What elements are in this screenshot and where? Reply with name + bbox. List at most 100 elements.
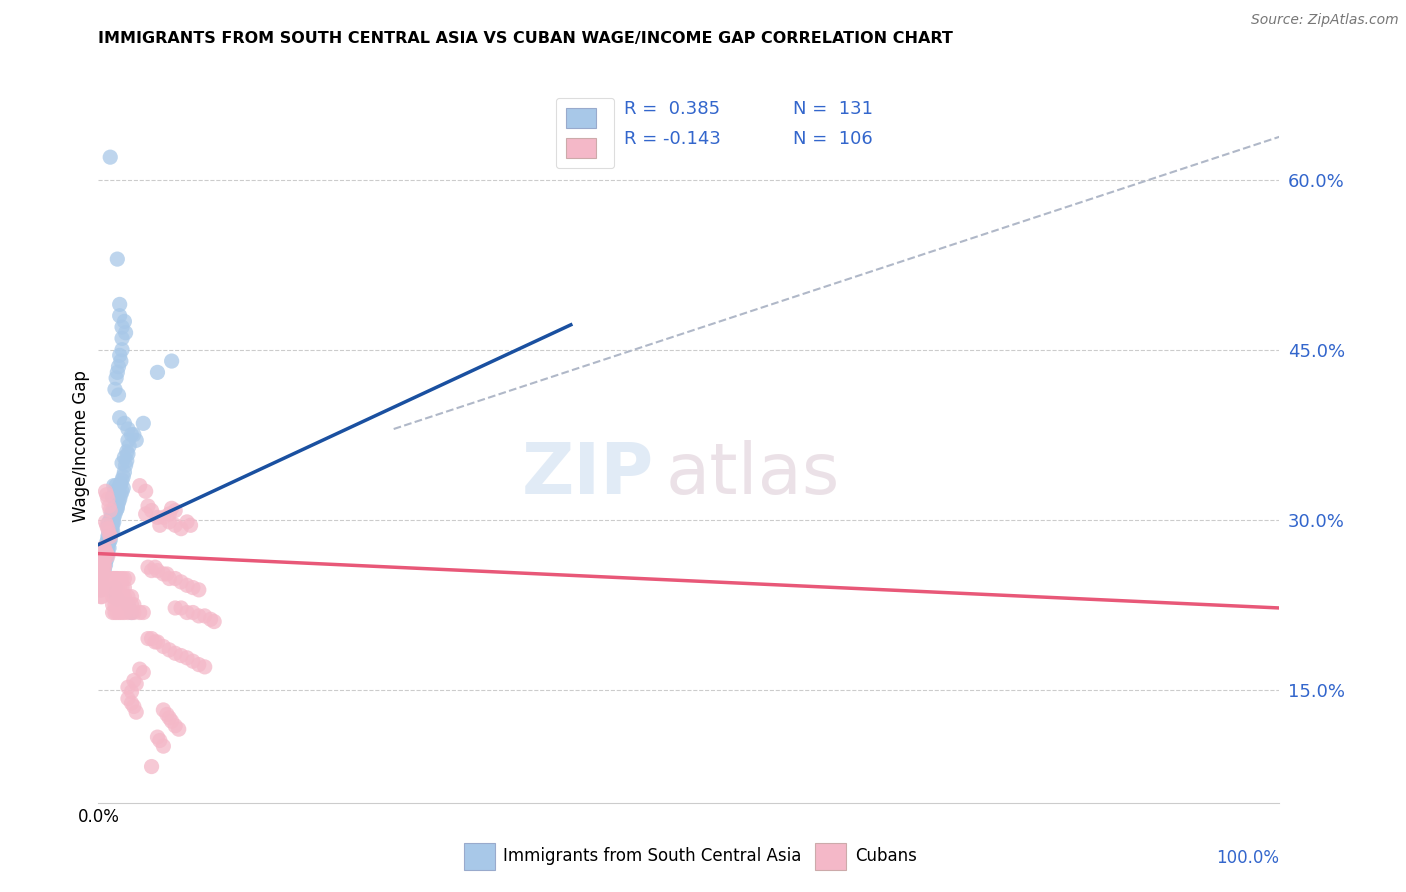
Point [104, 383, 127, 397]
Point [165, 719, 187, 733]
Point [93, 544, 115, 558]
Point [98, 530, 121, 544]
Point [135, 484, 157, 499]
Point [111, 331, 134, 345]
Point [121, 606, 143, 620]
Point [96, 547, 118, 561]
Point [132, 417, 155, 431]
Point [91, 541, 114, 555]
Text: R =  0.385: R = 0.385 [624, 100, 720, 118]
Point [157, 572, 180, 586]
Point [194, 660, 217, 674]
Point [112, 581, 135, 595]
Point [98, 513, 121, 527]
Point [170, 601, 193, 615]
Point [104, 606, 127, 620]
Point [160, 501, 183, 516]
Point [115, 444, 138, 458]
Point [121, 685, 143, 699]
Point [105, 371, 128, 385]
Point [89, 582, 111, 597]
Text: atlas: atlas [665, 440, 839, 509]
Point [108, 572, 131, 586]
Point [122, 427, 145, 442]
Point [94, 541, 117, 555]
Point [135, 507, 157, 521]
Point [108, 478, 131, 492]
Point [94, 558, 117, 572]
Point [105, 501, 128, 516]
Point [97, 492, 120, 507]
Point [108, 309, 131, 323]
Text: R = -0.143: R = -0.143 [624, 130, 721, 148]
Point [187, 582, 209, 597]
Point [98, 535, 121, 549]
Point [165, 503, 187, 517]
Point [91, 544, 114, 558]
Point [165, 518, 187, 533]
Point [122, 673, 145, 688]
Point [152, 739, 174, 754]
Point [98, 522, 121, 536]
Point [91, 549, 114, 563]
Point [117, 606, 139, 620]
Point [105, 591, 128, 606]
Point [136, 499, 159, 513]
Point [96, 552, 118, 566]
Point [94, 544, 117, 558]
Point [117, 680, 139, 694]
Point [121, 590, 143, 604]
Point [89, 578, 111, 592]
Point [93, 560, 115, 574]
Point [152, 510, 174, 524]
Point [112, 606, 135, 620]
Point [121, 606, 143, 620]
Point [101, 515, 124, 529]
Point [114, 326, 136, 340]
Point [101, 606, 124, 620]
Point [98, 150, 121, 164]
Point [97, 549, 120, 563]
Point [105, 503, 128, 517]
Point [91, 578, 114, 592]
Point [96, 547, 118, 561]
Point [111, 456, 134, 470]
Point [111, 320, 134, 334]
Point [94, 552, 117, 566]
Point [146, 365, 169, 379]
Point [115, 454, 138, 468]
Point [89, 558, 111, 572]
Point [146, 635, 169, 649]
Point [98, 503, 121, 517]
Point [104, 507, 127, 521]
Point [112, 598, 135, 612]
Point [181, 654, 204, 668]
Point [103, 572, 125, 586]
Point [170, 648, 193, 663]
Point [111, 598, 134, 612]
Point [122, 606, 145, 620]
Point [110, 488, 132, 502]
Point [156, 566, 179, 581]
Point [157, 643, 180, 657]
Point [93, 541, 115, 555]
Point [91, 566, 114, 581]
Point [103, 478, 125, 492]
Point [117, 590, 139, 604]
Point [105, 478, 128, 492]
Point [117, 572, 139, 586]
Point [91, 590, 114, 604]
Point [160, 714, 183, 729]
Text: IMMIGRANTS FROM SOUTH CENTRAL ASIA VS CUBAN WAGE/INCOME GAP CORRELATION CHART: IMMIGRANTS FROM SOUTH CENTRAL ASIA VS CU… [98, 31, 953, 46]
Point [111, 606, 134, 620]
Point [90, 590, 112, 604]
Point [170, 574, 193, 589]
Point [91, 582, 114, 597]
Point [117, 598, 139, 612]
Point [91, 549, 114, 563]
Point [121, 427, 143, 442]
Point [97, 547, 120, 561]
Point [128, 662, 150, 676]
Point [101, 581, 124, 595]
Point [90, 574, 112, 589]
